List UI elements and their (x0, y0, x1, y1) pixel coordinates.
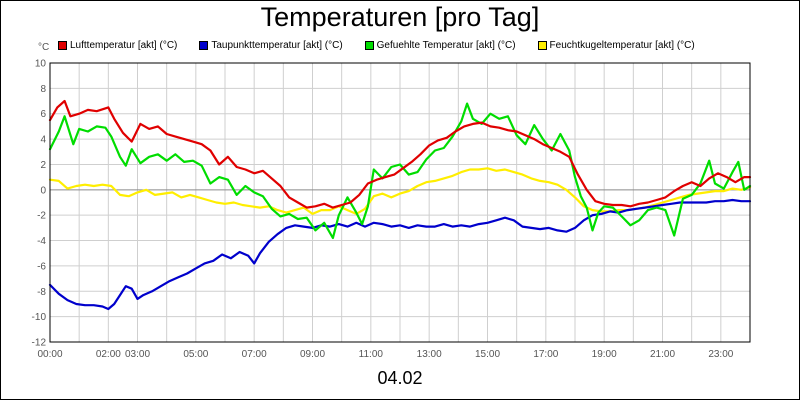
legend-item-taupunkttemperatur: Taupunkttemperatur [akt] (°C) (199, 39, 343, 51)
x-tick-label: 09:00 (300, 349, 325, 360)
x-tick-label: 19:00 (592, 349, 617, 360)
y-tick-label: -8 (37, 287, 46, 298)
x-tick-label: 13:00 (417, 349, 442, 360)
x-axis-ticks: 00:00 02:00 03:00 05:00 07:00 09:00 11:00 13:00… (37, 349, 733, 360)
legend-swatch-feuchtkugeltemperatur (537, 40, 547, 50)
legend-item-lufttemperatur: Lufttemperatur [akt] (°C) (58, 40, 177, 51)
grid (49, 62, 751, 343)
series-line-lufttemperatur (48, 99, 752, 209)
y-tick-label: -4 (37, 236, 46, 247)
y-axis-ticks: 10 8 6 4 2 0 -2 -4 -6 -8 -10 -12 (32, 59, 47, 349)
legend-label-taupunkttemperatur: Taupunkttemperatur [akt] (°C) (211, 39, 343, 51)
legend-swatch-gefuehlte-temperatur (364, 40, 374, 50)
y-tick-label: -12 (32, 338, 47, 349)
y-tick-label: 2 (40, 160, 46, 171)
y-tick-label: -2 (37, 211, 46, 222)
x-tick-label: 23:00 (708, 349, 733, 360)
x-tick-label: 02:00 (96, 349, 121, 360)
legend-label-feuchtkugeltemperatur: Feuchtkugeltemperatur [akt] (°C) (549, 39, 695, 51)
y-tick-label: 10 (35, 59, 47, 70)
x-tick-label: 11:00 (359, 349, 384, 360)
legend-swatch-lufttemperatur (58, 40, 67, 50)
y-tick-label: 0 (40, 185, 46, 196)
y-tick-label: 8 (40, 84, 46, 95)
y-tick-label: 4 (40, 135, 46, 146)
plot-area-border (49, 62, 751, 343)
series-line-taupunkttemperatur (48, 198, 752, 311)
legend-label-lufttemperatur: Lufttemperatur [akt] (°C) (70, 39, 178, 51)
legend-swatch-taupunkttemperatur (199, 40, 209, 50)
x-tick-label: 21:00 (650, 349, 675, 360)
legend-label-gefuehlte-temperatur: Gefuehlte Temperatur [akt] (°C) (376, 39, 516, 51)
y-tick-label: -6 (37, 261, 46, 272)
y-unit-label: °C (38, 42, 50, 53)
legend-item-feuchtkugeltemperatur: Feuchtkugeltemperatur [akt] (°C) (537, 39, 695, 51)
series-lines (48, 99, 752, 311)
date-label: 04.02 (377, 368, 423, 388)
x-tick-label: 17:00 (533, 349, 558, 360)
x-tick-label: 00:00 (37, 349, 62, 360)
y-tick-label: -10 (32, 312, 47, 323)
chart-title: Temperaturen [pro Tag] (260, 2, 540, 32)
x-tick-label: 05:00 (183, 349, 208, 360)
x-tick-label: 07:00 (242, 349, 267, 360)
x-tick-label: 15:00 (475, 349, 500, 360)
x-tick-label: 03:00 (125, 349, 150, 360)
series-line-gefuehlte-temperatur (48, 102, 752, 240)
y-tick-label: 6 (40, 109, 46, 120)
legend: Lufttemperatur [akt] (°C) Taupunkttemper… (58, 38, 717, 52)
legend-item-gefuehlte-temperatur: Gefuehlte Temperatur [akt] (°C) (364, 39, 516, 51)
